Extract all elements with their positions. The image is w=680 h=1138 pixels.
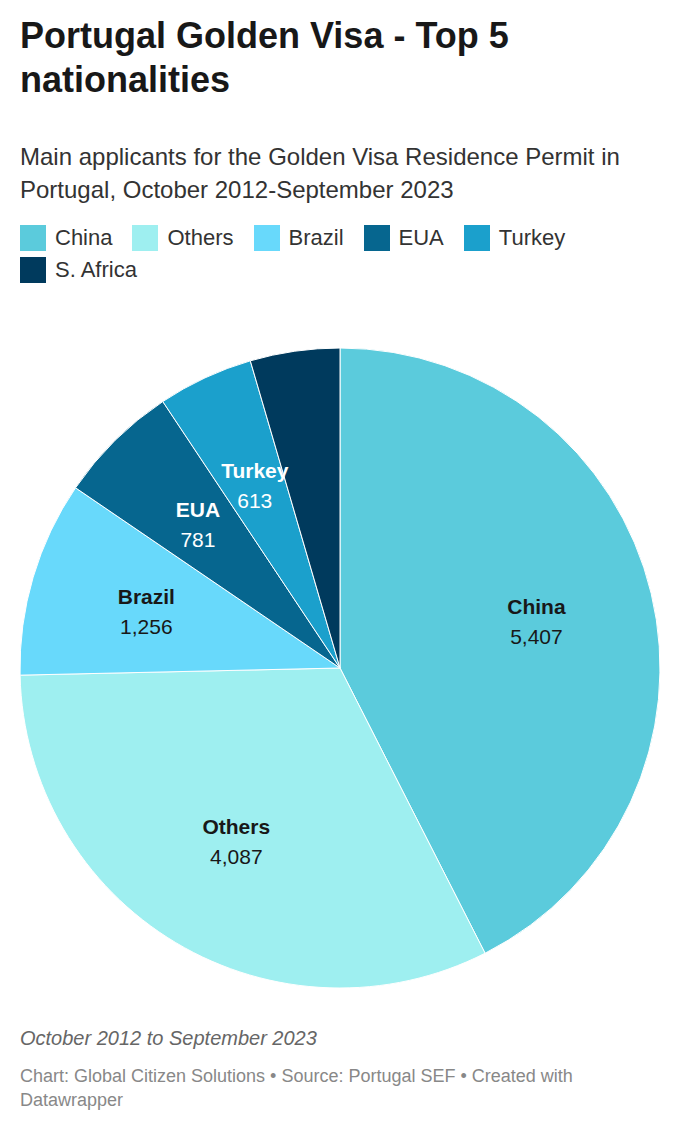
legend-swatch bbox=[464, 225, 490, 251]
subtitle: Main applicants for the Golden Visa Resi… bbox=[20, 140, 660, 206]
legend-swatch bbox=[20, 257, 46, 283]
legend-label: China bbox=[55, 222, 112, 254]
note: October 2012 to September 2023 bbox=[20, 1027, 660, 1050]
legend: China Others Brazil EUA Turkey S. Africa bbox=[20, 222, 660, 286]
data-label: 5,407 bbox=[510, 625, 563, 648]
data-label: 613 bbox=[237, 489, 272, 512]
slice-name: Brazil bbox=[118, 585, 175, 608]
legend-item: EUA bbox=[364, 222, 444, 254]
title: Portugal Golden Visa - Top 5 nationaliti… bbox=[20, 14, 660, 102]
slice-name: Others bbox=[202, 815, 270, 838]
slice-name: China bbox=[507, 595, 566, 618]
legend-item: China bbox=[20, 222, 112, 254]
data-label: 4,087 bbox=[210, 845, 263, 868]
pie-chart: China 5,407 Others 4,087 Brazil 1,256 EUA 781 Tu… bbox=[0, 0, 680, 1138]
legend-swatch bbox=[254, 225, 280, 251]
legend-swatch bbox=[20, 225, 46, 251]
data-label: 781 bbox=[180, 528, 215, 551]
legend-item: Brazil bbox=[254, 222, 344, 254]
legend-label: EUA bbox=[399, 222, 444, 254]
legend-item: Turkey bbox=[464, 222, 565, 254]
source: Chart: Global Citizen Solutions • Source… bbox=[20, 1064, 660, 1112]
legend-label: Turkey bbox=[499, 222, 565, 254]
legend-label: Others bbox=[167, 222, 233, 254]
legend-swatch bbox=[132, 225, 158, 251]
legend-item: S. Africa bbox=[20, 254, 137, 286]
data-label: 1,256 bbox=[120, 615, 173, 638]
pie-slice bbox=[20, 668, 485, 988]
slice-name: EUA bbox=[176, 498, 220, 521]
legend-swatch bbox=[364, 225, 390, 251]
legend-label: S. Africa bbox=[55, 254, 137, 286]
slice-name: Turkey bbox=[221, 459, 289, 482]
legend-label: Brazil bbox=[289, 222, 344, 254]
legend-item: Others bbox=[132, 222, 233, 254]
